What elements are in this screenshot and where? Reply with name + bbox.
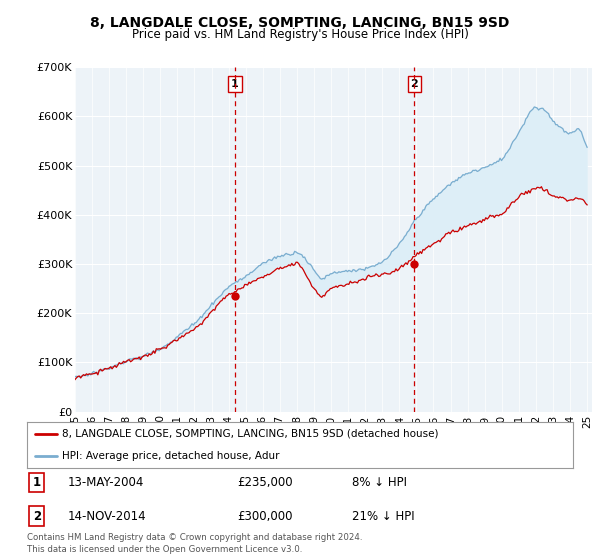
Text: 21% ↓ HPI: 21% ↓ HPI bbox=[352, 510, 415, 522]
Text: 8, LANGDALE CLOSE, SOMPTING, LANCING, BN15 9SD (detached house): 8, LANGDALE CLOSE, SOMPTING, LANCING, BN… bbox=[62, 428, 439, 438]
Text: 14-NOV-2014: 14-NOV-2014 bbox=[68, 510, 146, 522]
Text: 13-MAY-2004: 13-MAY-2004 bbox=[68, 476, 145, 489]
Text: HPI: Average price, detached house, Adur: HPI: Average price, detached house, Adur bbox=[62, 451, 280, 461]
Text: 2: 2 bbox=[33, 510, 41, 522]
Text: £300,000: £300,000 bbox=[237, 510, 293, 522]
Text: 1: 1 bbox=[231, 80, 239, 89]
Text: Price paid vs. HM Land Registry's House Price Index (HPI): Price paid vs. HM Land Registry's House … bbox=[131, 28, 469, 41]
Text: 2: 2 bbox=[410, 80, 418, 89]
Text: 8% ↓ HPI: 8% ↓ HPI bbox=[352, 476, 407, 489]
Text: Contains HM Land Registry data © Crown copyright and database right 2024.
This d: Contains HM Land Registry data © Crown c… bbox=[27, 533, 362, 554]
Text: 8, LANGDALE CLOSE, SOMPTING, LANCING, BN15 9SD: 8, LANGDALE CLOSE, SOMPTING, LANCING, BN… bbox=[91, 16, 509, 30]
Text: 1: 1 bbox=[33, 476, 41, 489]
Text: £235,000: £235,000 bbox=[237, 476, 293, 489]
